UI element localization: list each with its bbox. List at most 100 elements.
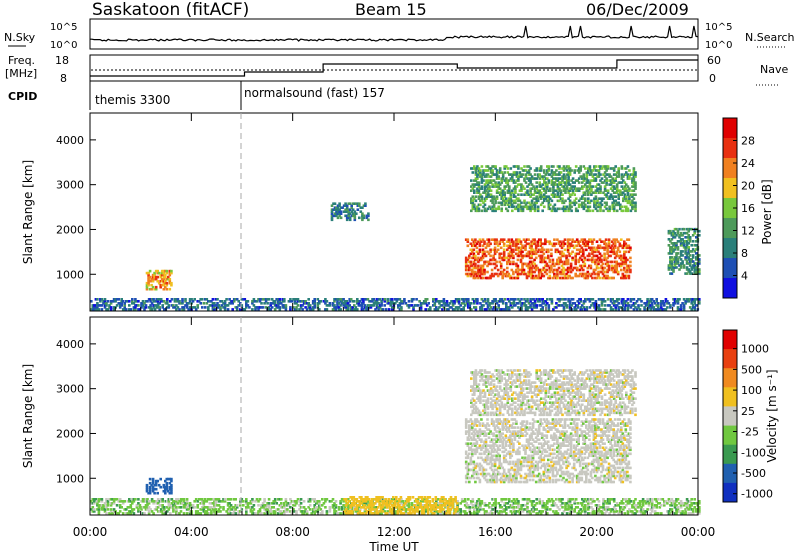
data-cell	[591, 175, 595, 178]
data-cell	[590, 498, 593, 501]
data-cell	[479, 502, 482, 505]
data-cell	[463, 304, 467, 307]
data-cell	[622, 300, 625, 303]
data-cell	[620, 191, 624, 194]
data-cell	[669, 258, 672, 261]
data-cell	[400, 306, 403, 309]
data-cell	[563, 262, 567, 266]
data-cell	[556, 260, 559, 264]
data-cell	[553, 238, 556, 241]
data-cell	[591, 302, 595, 305]
data-cell	[412, 308, 415, 311]
data-cell	[678, 227, 681, 231]
data-cell	[228, 298, 231, 301]
data-cell	[529, 512, 532, 515]
data-cell	[603, 308, 607, 311]
data-cell	[623, 167, 627, 170]
data-cell	[552, 173, 555, 176]
data-cell	[381, 498, 385, 501]
data-cell	[646, 500, 649, 503]
data-cell	[608, 197, 611, 200]
data-cell	[552, 185, 555, 188]
data-cell	[495, 191, 499, 194]
data-cell	[564, 508, 567, 511]
data-cell	[482, 169, 485, 172]
data-cell	[570, 498, 573, 501]
data-cell	[475, 274, 479, 278]
data-cell	[485, 510, 488, 513]
data-cell	[478, 244, 482, 248]
data-cell	[564, 191, 567, 194]
data-cell	[154, 277, 158, 281]
data-cell	[619, 193, 622, 196]
data-cell	[625, 300, 628, 303]
data-cell	[582, 264, 585, 268]
data-cell	[558, 177, 561, 180]
data-cell	[535, 197, 538, 200]
data-cell	[582, 254, 585, 258]
data-cell	[577, 302, 581, 305]
data-cell	[538, 195, 541, 198]
data-cell	[333, 202, 337, 205]
data-cell	[315, 510, 318, 513]
data-cell	[492, 262, 495, 266]
data-cell	[515, 171, 519, 174]
data-cell	[163, 308, 166, 311]
data-cell	[625, 195, 628, 198]
data-cell	[454, 298, 458, 301]
data-cell	[521, 268, 524, 272]
data-cell	[128, 304, 131, 307]
data-cell	[501, 240, 504, 243]
data-cell	[620, 244, 623, 248]
data-cell	[581, 502, 584, 505]
data-cell	[506, 171, 510, 174]
data-cell	[533, 197, 537, 200]
data-cell	[533, 240, 536, 243]
beam-title: Beam 15	[355, 0, 427, 19]
data-cell	[159, 283, 162, 287]
data-cell	[635, 300, 639, 303]
data-cell	[527, 266, 530, 270]
data-cell	[558, 498, 561, 501]
data-cell	[457, 300, 461, 303]
data-cell	[577, 167, 581, 170]
data-cell	[627, 246, 631, 250]
data-cell	[293, 500, 297, 503]
data-cell	[310, 308, 313, 311]
data-cell	[179, 506, 183, 509]
data-cell	[348, 304, 351, 307]
data-cell	[565, 512, 569, 515]
data-cell	[99, 304, 102, 307]
data-cell	[295, 510, 298, 513]
data-cell	[672, 236, 675, 239]
data-cell	[477, 260, 480, 264]
data-cell	[578, 244, 582, 248]
data-cell	[143, 306, 146, 309]
data-cell	[634, 512, 637, 515]
data-cell	[476, 205, 479, 209]
data-cell	[559, 258, 562, 262]
data-cell	[553, 306, 557, 309]
data-cell	[199, 498, 202, 501]
data-cell	[202, 502, 206, 505]
data-cell	[472, 242, 476, 246]
data-cell	[599, 308, 602, 311]
data-cell	[567, 504, 570, 507]
data-cell	[377, 302, 380, 305]
data-cell	[412, 298, 415, 301]
data-cell	[295, 298, 298, 301]
data-cell	[237, 304, 240, 307]
data-cell	[211, 306, 215, 309]
data-cell	[615, 300, 619, 303]
data-cell	[164, 302, 168, 305]
data-cell	[324, 302, 327, 305]
data-cell	[638, 502, 642, 505]
data-cell	[478, 268, 482, 272]
data-cell	[144, 504, 148, 507]
data-cell	[519, 260, 523, 264]
data-cell	[474, 179, 478, 182]
data-cell	[105, 500, 108, 503]
data-cell	[338, 202, 341, 205]
data-cell	[568, 506, 572, 509]
data-cell	[624, 270, 628, 274]
